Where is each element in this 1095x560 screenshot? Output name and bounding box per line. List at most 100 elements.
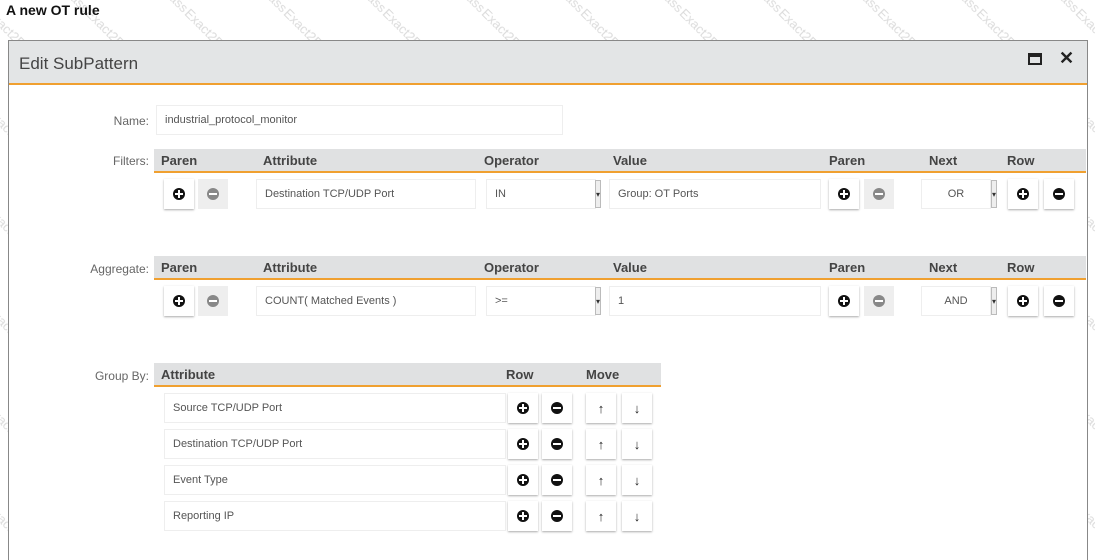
- move-up-button[interactable]: ↑: [586, 393, 616, 423]
- filters-label: Filters:: [113, 154, 149, 168]
- col-row: Row: [1007, 153, 1035, 168]
- aggregate-header: Paren Attribute Operator Value Paren Nex…: [154, 256, 1086, 280]
- plus-circle-icon: [838, 295, 850, 307]
- minus-circle-icon: [207, 295, 219, 307]
- open-paren-add-button[interactable]: [164, 286, 194, 316]
- aggregate-operator-select[interactable]: >=: [486, 286, 596, 316]
- minus-circle-icon: [873, 188, 885, 200]
- col-operator: Operator: [484, 260, 539, 275]
- minus-circle-icon: [873, 295, 885, 307]
- group-by-attribute-field[interactable]: Destination TCP/UDP Port: [164, 429, 506, 459]
- plus-circle-icon: [517, 474, 529, 486]
- row-add-button[interactable]: [508, 501, 538, 531]
- row-remove-button[interactable]: [542, 429, 572, 459]
- close-paren-remove-button[interactable]: [864, 286, 894, 316]
- arrow-down-icon: ↓: [633, 400, 641, 416]
- plus-circle-icon: [517, 438, 529, 450]
- open-paren-add-button[interactable]: [164, 179, 194, 209]
- move-down-button[interactable]: ↓: [622, 429, 652, 459]
- close-icon[interactable]: ✕: [1059, 48, 1075, 68]
- arrow-up-icon: ↑: [597, 436, 605, 452]
- open-paren-remove-button[interactable]: [198, 286, 228, 316]
- arrow-up-icon: ↑: [597, 400, 605, 416]
- col-attribute: Attribute: [161, 367, 216, 382]
- arrow-down-icon: ↓: [633, 472, 641, 488]
- minus-circle-icon: [551, 438, 563, 450]
- col-row: Row: [506, 367, 534, 382]
- col-paren-close: Paren: [829, 260, 866, 275]
- filter-value-field[interactable]: Group: OT Ports: [609, 179, 821, 209]
- row-add-button[interactable]: [508, 429, 538, 459]
- arrow-up-icon: ↑: [597, 508, 605, 524]
- minus-circle-icon: [551, 474, 563, 486]
- close-paren-remove-button[interactable]: [864, 179, 894, 209]
- row-remove-button[interactable]: [542, 393, 572, 423]
- edit-subpattern-dialog: Edit SubPattern ✕ Name: industrial_proto…: [8, 40, 1088, 560]
- col-value: Value: [613, 153, 647, 168]
- filters-header: Paren Attribute Operator Value Paren Nex…: [154, 149, 1086, 173]
- move-down-button[interactable]: ↓: [622, 501, 652, 531]
- plus-circle-icon: [517, 402, 529, 414]
- open-paren-remove-button[interactable]: [198, 179, 228, 209]
- col-attribute: Attribute: [263, 260, 318, 275]
- plus-circle-icon: [517, 510, 529, 522]
- col-next: Next: [929, 260, 958, 275]
- row-remove-button[interactable]: [542, 501, 572, 531]
- row-add-button[interactable]: [1008, 286, 1038, 316]
- aggregate-next-select[interactable]: AND: [921, 286, 991, 316]
- minus-circle-icon: [207, 188, 219, 200]
- col-operator: Operator: [484, 153, 539, 168]
- group-by-attribute-field[interactable]: Reporting IP: [164, 501, 506, 531]
- minus-circle-icon: [1053, 188, 1065, 200]
- col-next: Next: [929, 153, 958, 168]
- aggregate-value-field[interactable]: 1: [609, 286, 821, 316]
- row-remove-button[interactable]: [1044, 179, 1074, 209]
- aggregate-label: Aggregate:: [90, 262, 149, 276]
- plus-circle-icon: [1017, 188, 1029, 200]
- name-input[interactable]: industrial_protocol_monitor: [156, 105, 563, 135]
- col-attribute: Attribute: [263, 153, 318, 168]
- minus-circle-icon: [551, 510, 563, 522]
- plus-circle-icon: [173, 295, 185, 307]
- move-down-button[interactable]: ↓: [622, 465, 652, 495]
- move-up-button[interactable]: ↑: [586, 465, 616, 495]
- plus-circle-icon: [1017, 295, 1029, 307]
- plus-circle-icon: [838, 188, 850, 200]
- row-add-button[interactable]: [508, 465, 538, 495]
- close-paren-add-button[interactable]: [829, 179, 859, 209]
- filter-operator-select[interactable]: IN: [486, 179, 596, 209]
- col-paren-close: Paren: [829, 153, 866, 168]
- col-paren: Paren: [161, 153, 198, 168]
- group-by-attribute-field[interactable]: Event Type: [164, 465, 506, 495]
- row-add-button[interactable]: [1008, 179, 1038, 209]
- col-row: Row: [1007, 260, 1035, 275]
- dropdown-arrow-icon[interactable]: ▾: [991, 180, 997, 208]
- col-move: Move: [586, 367, 620, 382]
- move-up-button[interactable]: ↑: [586, 429, 616, 459]
- group-by-attribute-field[interactable]: Source TCP/UDP Port: [164, 393, 506, 423]
- group-by-label: Group By:: [94, 369, 149, 383]
- filter-attribute-field[interactable]: Destination TCP/UDP Port: [256, 179, 476, 209]
- maximize-icon[interactable]: [1028, 53, 1042, 65]
- col-paren: Paren: [161, 260, 198, 275]
- row-remove-button[interactable]: [1044, 286, 1074, 316]
- minus-circle-icon: [1053, 295, 1065, 307]
- page-title: A new OT rule: [6, 2, 100, 18]
- arrow-up-icon: ↑: [597, 472, 605, 488]
- plus-circle-icon: [173, 188, 185, 200]
- aggregate-attribute-field[interactable]: COUNT( Matched Events ): [256, 286, 476, 316]
- arrow-down-icon: ↓: [633, 508, 641, 524]
- row-add-button[interactable]: [508, 393, 538, 423]
- dropdown-arrow-icon[interactable]: ▾: [991, 287, 997, 315]
- name-label: Name:: [113, 114, 149, 128]
- close-paren-add-button[interactable]: [829, 286, 859, 316]
- filter-next-select[interactable]: OR: [921, 179, 991, 209]
- move-down-button[interactable]: ↓: [622, 393, 652, 423]
- dialog-header: Edit SubPattern ✕: [9, 41, 1087, 85]
- row-remove-button[interactable]: [542, 465, 572, 495]
- minus-circle-icon: [551, 402, 563, 414]
- dialog-title: Edit SubPattern: [19, 54, 139, 73]
- move-up-button[interactable]: ↑: [586, 501, 616, 531]
- dropdown-arrow-icon[interactable]: ▾: [595, 180, 601, 208]
- dropdown-arrow-icon[interactable]: ▾: [595, 287, 601, 315]
